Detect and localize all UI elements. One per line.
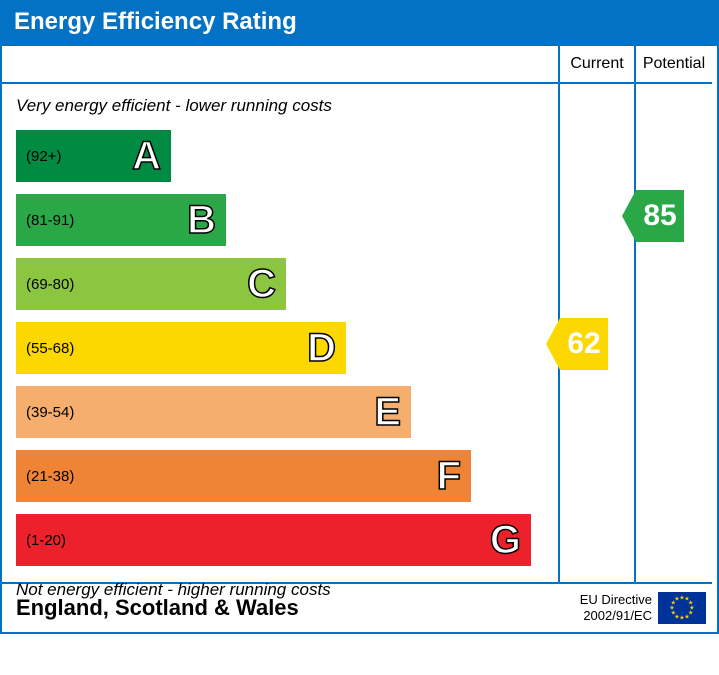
- band-letter-a: A: [132, 134, 161, 179]
- current-column: 62: [560, 82, 636, 582]
- band-letter-c: C: [247, 262, 276, 307]
- band-row-d: (55-68) D: [16, 318, 558, 378]
- bands-area: Very energy efficient - lower running co…: [2, 82, 560, 582]
- footer-directive: EU Directive 2002/91/EC ★★★★★★★★★★★★: [560, 582, 712, 632]
- potential-arrow-point: [622, 190, 636, 242]
- directive-text: EU Directive 2002/91/EC: [580, 592, 652, 623]
- band-range-f: (21-38): [16, 468, 74, 485]
- current-arrow-point: [546, 318, 560, 370]
- potential-column: 85: [636, 82, 712, 582]
- current-value: 62: [560, 318, 608, 370]
- band-bar-e: (39-54) E: [16, 386, 411, 438]
- header-blank: [2, 46, 560, 82]
- directive-line1: EU Directive: [580, 592, 652, 608]
- potential-arrow: 85: [622, 190, 684, 242]
- chart-title: Energy Efficiency Rating: [0, 0, 719, 44]
- caption-efficient: Very energy efficient - lower running co…: [2, 94, 558, 122]
- potential-value: 85: [636, 190, 684, 242]
- band-range-a: (92+): [16, 148, 61, 165]
- band-letter-g: G: [490, 518, 521, 563]
- band-bar-b: (81-91) B: [16, 194, 226, 246]
- header-potential: Potential: [636, 46, 712, 82]
- header-current: Current: [560, 46, 636, 82]
- band-bar-f: (21-38) F: [16, 450, 471, 502]
- eu-star-icon: ★: [679, 615, 684, 622]
- band-range-b: (81-91): [16, 212, 74, 229]
- band-letter-f: F: [437, 454, 461, 499]
- band-range-d: (55-68): [16, 340, 74, 357]
- band-range-c: (69-80): [16, 276, 74, 293]
- band-bar-c: (69-80) C: [16, 258, 286, 310]
- band-row-c: (69-80) C: [16, 254, 558, 314]
- chart-grid: Current Potential Very energy efficient …: [0, 44, 719, 634]
- band-row-a: (92+) A: [16, 126, 558, 186]
- eu-star-icon: ★: [684, 613, 689, 620]
- epc-chart: Energy Efficiency Rating Current Potenti…: [0, 0, 719, 634]
- band-row-e: (39-54) E: [16, 382, 558, 442]
- band-bar-a: (92+) A: [16, 130, 171, 182]
- band-letter-d: D: [307, 326, 336, 371]
- current-arrow: 62: [546, 318, 608, 370]
- band-letter-b: B: [187, 198, 216, 243]
- caption-inefficient: Not energy efficient - higher running co…: [2, 574, 558, 602]
- band-row-f: (21-38) F: [16, 446, 558, 506]
- band-range-g: (1-20): [16, 532, 66, 549]
- band-row-g: (1-20) G: [16, 510, 558, 570]
- eu-star-icon: ★: [674, 596, 679, 603]
- band-row-b: (81-91) B: [16, 190, 558, 250]
- band-range-e: (39-54): [16, 404, 74, 421]
- band-letter-e: E: [374, 390, 401, 435]
- directive-line2: 2002/91/EC: [580, 608, 652, 624]
- eu-flag-icon: ★★★★★★★★★★★★: [658, 592, 706, 624]
- band-bar-g: (1-20) G: [16, 514, 531, 566]
- band-bar-d: (55-68) D: [16, 322, 346, 374]
